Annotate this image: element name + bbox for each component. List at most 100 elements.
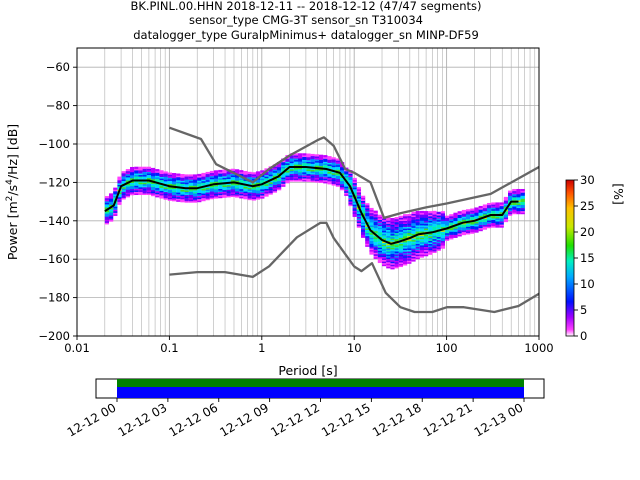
heatmap-cell [386,229,391,232]
heatmap-cell [415,230,420,234]
heatmap-cell [230,190,236,193]
heatmap-cell [226,176,231,180]
heatmap-cell [243,190,248,194]
heatmap-cell [264,177,269,180]
heatmap-cell [440,218,446,222]
heatmap-cell [260,171,265,175]
heatmap-cell [348,194,353,197]
heatmap-cell [474,222,479,225]
heatmap-cell [188,180,194,183]
heatmap-cell [113,192,118,195]
heatmap-cell [121,171,126,174]
heatmap-cell [348,182,353,185]
heatmap-cell [142,192,147,196]
heatmap-cell [478,209,483,212]
heatmap-cell [243,195,248,198]
heatmap-cell [209,181,215,184]
heatmap-cell [298,154,303,158]
heatmap-cell [109,199,114,202]
heatmap-cell [314,154,320,157]
heatmap-cell [201,174,206,177]
heatmap-cell [348,197,353,200]
heatmap-cell [134,186,139,189]
heatmap-cell [499,225,504,228]
heatmap-cell [319,159,324,162]
heatmap-cell [125,178,131,181]
heatmap-cell [146,183,152,186]
heatmap-cell [306,171,311,175]
colorbar-tick-label: 10 [580,277,595,291]
heatmap-cell [335,169,341,172]
heatmap-cell [138,166,143,169]
heatmap-cell [125,170,131,173]
heatmap-cell [142,169,147,172]
heatmap-cell [218,185,223,188]
heatmap-cell [369,224,374,228]
heatmap-cell [130,170,135,173]
heatmap-cell [222,169,227,172]
heatmap-cell [230,184,236,187]
heatmap-cell [180,192,185,195]
heatmap-cell [163,172,168,176]
heatmap-cell [386,253,391,257]
heatmap-cell [109,216,114,219]
heatmap-cell [331,175,336,178]
heatmap-cell [419,227,425,230]
heatmap-cell [125,193,131,196]
heatmap-cell [323,173,328,176]
heatmap-cell [281,178,286,181]
heatmap-cell [415,220,420,223]
heatmap-cell [268,174,273,177]
heatmap-cell [331,168,336,171]
heatmap-cell [260,187,265,190]
heatmap-cell [298,159,303,162]
heatmap-cell [491,211,496,214]
heatmap-cell [176,193,181,196]
heatmap-cell [361,232,366,235]
heatmap-cell [104,206,110,210]
heatmap-cell [319,177,324,180]
heatmap-cell [193,182,198,185]
heatmap-cell [491,216,496,219]
heatmap-cell [352,203,357,207]
heatmap-cell [440,241,446,245]
heatmap-cell [197,190,202,193]
heatmap-cell [335,179,341,183]
heatmap-cell [361,198,366,201]
heatmap-cell [474,208,479,212]
heatmap-cell [407,220,412,223]
time-tick-label: 12-12 12 [268,400,322,439]
heatmap-cell [361,224,366,228]
heatmap-cell [520,205,525,209]
heatmap-cell [482,222,488,226]
heatmap-cell [235,175,240,178]
heatmap-cell [172,199,177,202]
heatmap-cell [293,174,299,177]
heatmap-cell [373,215,378,218]
heatmap-cell [302,174,307,177]
heatmap-cell [138,189,143,192]
heatmap-cell [335,161,341,164]
heatmap-cell [180,195,185,198]
heatmap-cell [440,229,446,232]
heatmap-cell [394,263,399,266]
heatmap-cell [256,186,261,189]
heatmap-cell [403,254,408,257]
heatmap-cell [503,198,509,201]
heatmap-cell [348,202,353,205]
heatmap-cell [365,203,370,206]
heatmap-cell [113,187,118,190]
heatmap-cell [520,208,525,212]
heatmap-cell [382,244,387,247]
heatmap-cell [176,187,181,190]
heatmap-cell [319,163,324,167]
heatmap-cell [356,225,362,228]
heatmap-cell [230,177,236,181]
heatmap-cell [298,157,303,161]
heatmap-cell [163,192,168,196]
heatmap-cell [167,181,173,184]
heatmap-cell [512,188,517,192]
heatmap-cell [247,191,252,194]
heatmap-cell [277,186,282,189]
heatmap-cell [428,228,433,231]
